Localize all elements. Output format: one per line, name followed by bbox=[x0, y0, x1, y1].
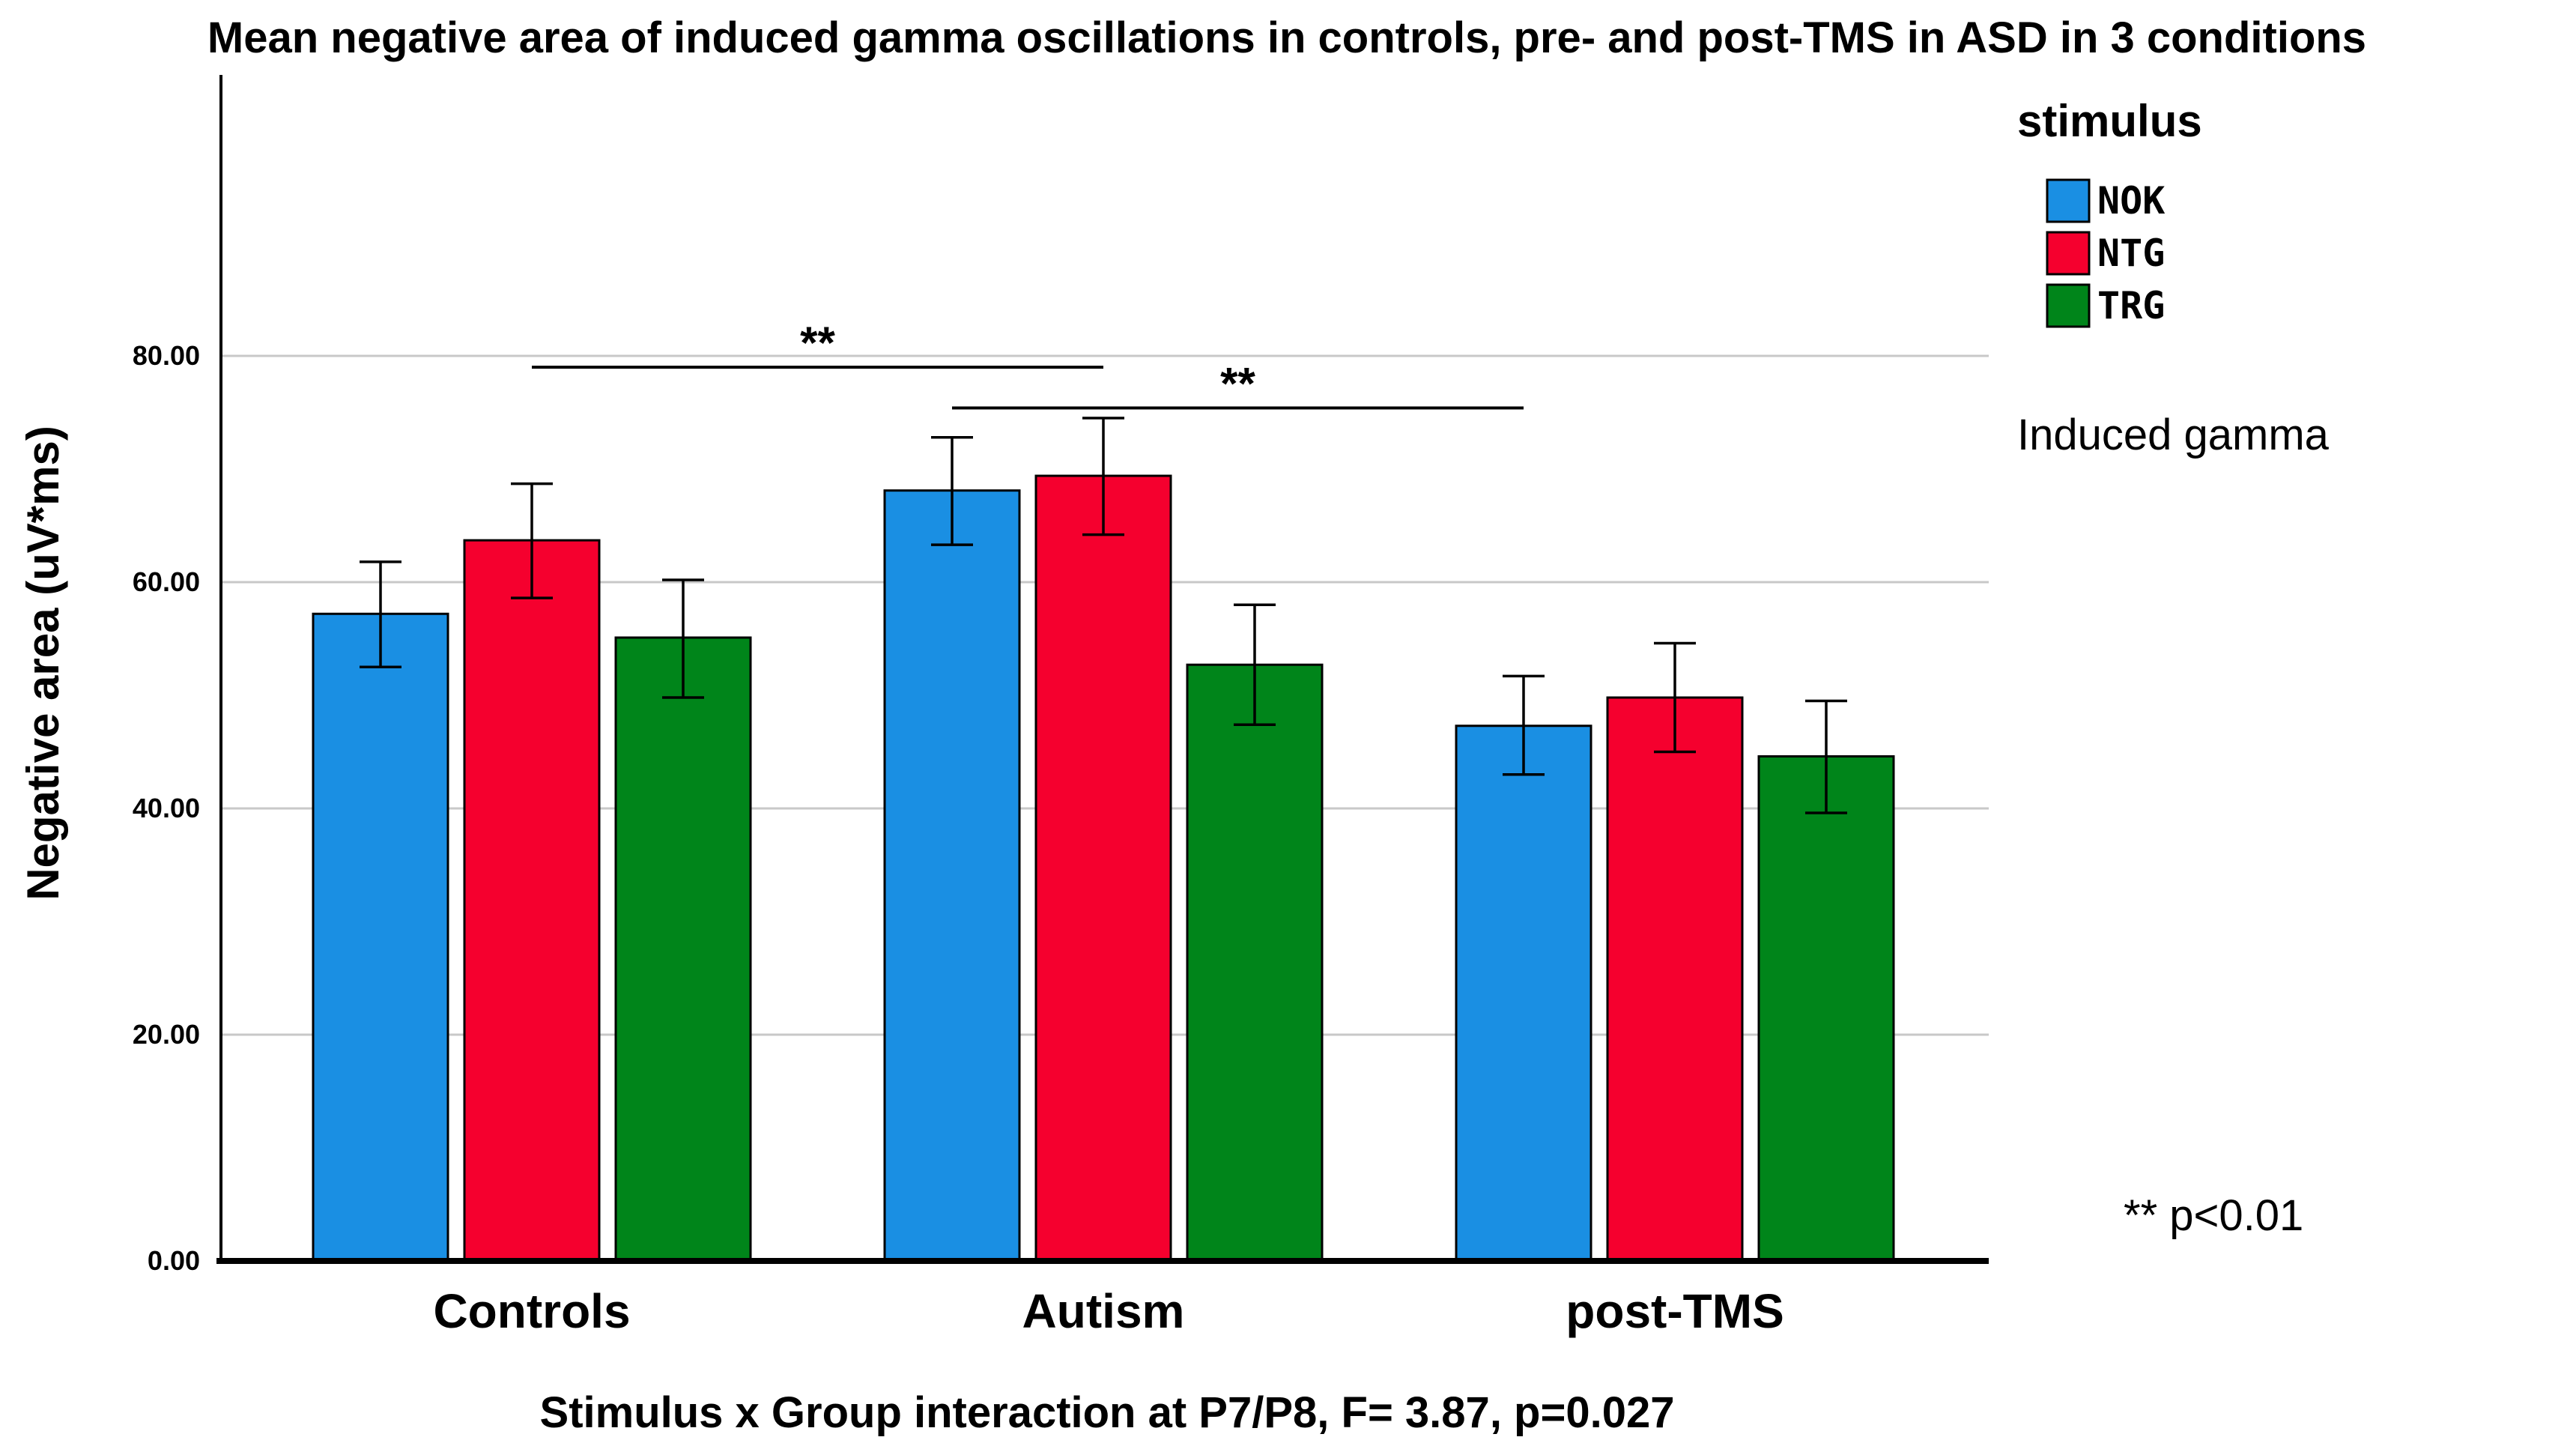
y-tick-label: 0.00 bbox=[148, 1245, 200, 1276]
legend-swatch-ntg bbox=[2046, 231, 2091, 276]
bar-trg bbox=[1186, 663, 1324, 1262]
bar-trg bbox=[1757, 755, 1895, 1262]
legend-label-ntg: NTG bbox=[2097, 232, 2165, 275]
y-axis-label: Negative area (uV*ms) bbox=[18, 426, 68, 901]
x-axis-label: Stimulus x Group interaction at P7/P8, F… bbox=[540, 1388, 1675, 1437]
y-tick-label: 20.00 bbox=[133, 1019, 200, 1050]
bar-ntg bbox=[1034, 474, 1172, 1262]
bars bbox=[312, 474, 1895, 1262]
axes: 0.00 20.00 40.00 60.00 80.00 Controls Autism po… bbox=[133, 75, 1989, 1338]
legend-label-trg: TRG bbox=[2097, 284, 2165, 327]
x-tick-label: Autism bbox=[1022, 1284, 1185, 1338]
bar-ntg bbox=[463, 539, 601, 1262]
bar-nok bbox=[312, 612, 449, 1262]
legend-label-nok: NOK bbox=[2097, 179, 2165, 223]
x-tick-label: Controls bbox=[433, 1284, 630, 1338]
bar-nok bbox=[883, 489, 1021, 1262]
legend-items: NOK NTG TRG bbox=[2046, 178, 2165, 328]
bar-ntg bbox=[1606, 696, 1744, 1262]
legend-swatch-nok bbox=[2046, 178, 2091, 223]
y-tick-label: 80.00 bbox=[133, 340, 200, 371]
legend-subtitle: Induced gamma bbox=[2017, 411, 2330, 459]
x-tick-label: post-TMS bbox=[1566, 1284, 1784, 1338]
y-tick-label: 40.00 bbox=[133, 793, 200, 823]
legend-swatch-trg bbox=[2046, 283, 2091, 328]
legend-title: stimulus bbox=[2017, 96, 2202, 146]
y-tick-label: 60.00 bbox=[133, 566, 200, 597]
significance-note: ** p<0.01 bbox=[2124, 1191, 2303, 1240]
significance-brackets: ** ** bbox=[532, 318, 1524, 410]
bar-trg bbox=[614, 636, 752, 1262]
error-bars bbox=[360, 417, 1847, 814]
significance-marker: ** bbox=[1220, 358, 1255, 408]
bar-nok bbox=[1455, 725, 1592, 1262]
legend: stimulus NOK NTG TRG Induced gamma bbox=[2017, 96, 2330, 459]
significance-marker: ** bbox=[800, 318, 835, 368]
chart-title: Mean negative area of induced gamma osci… bbox=[207, 13, 2366, 62]
